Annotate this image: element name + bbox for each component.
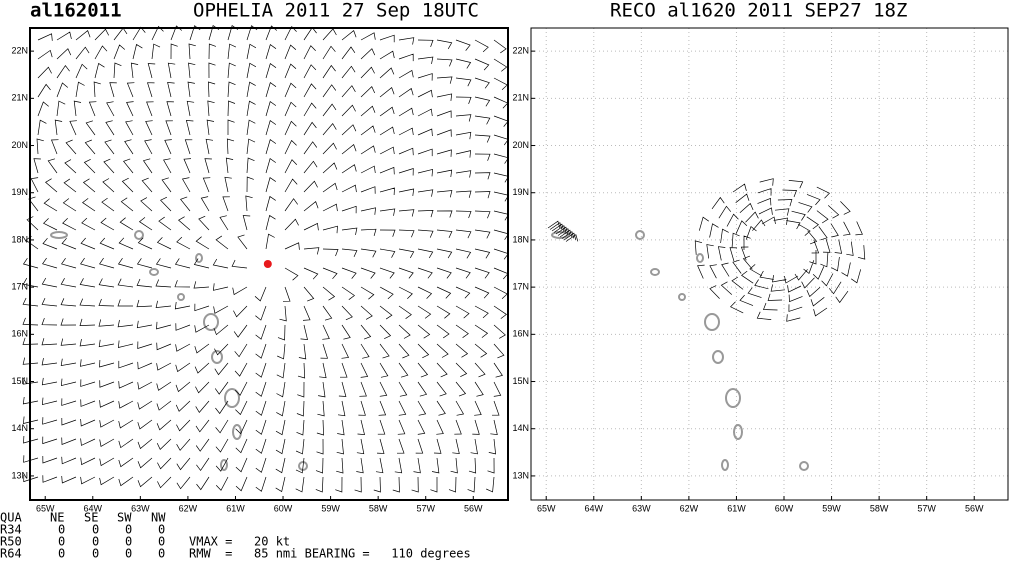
y-tick-label: 16N (512, 329, 529, 339)
x-tick-label: 57W (416, 503, 435, 513)
y-tick-label: 16N (11, 329, 28, 339)
x-tick-label: 61W (226, 503, 245, 513)
x-tick-label: 64W (84, 503, 103, 513)
table-cell: 0 (58, 523, 65, 537)
x-tick-label: 56W (965, 503, 984, 513)
y-tick-label: 13N (11, 470, 28, 480)
x-tick-label: 56W (464, 503, 483, 513)
y-tick-label: 21N (11, 93, 28, 103)
y-tick-label: 20N (11, 140, 28, 150)
table-cell: 0 (92, 547, 99, 561)
table-cell: 0 (158, 547, 165, 561)
x-tick-label: 58W (369, 503, 388, 513)
x-tick-label: 65W (537, 503, 556, 513)
y-tick-label: 17N (512, 282, 529, 292)
table-cell: 0 (125, 523, 132, 537)
x-tick-label: 63W (131, 503, 150, 513)
table-header: SE (84, 511, 98, 525)
y-tick-label: 15N (11, 376, 28, 386)
table-header: QUA (0, 511, 22, 525)
storm-center (263, 260, 272, 268)
table-cell: 0 (158, 523, 165, 537)
y-tick-label: 18N (11, 234, 28, 244)
wind-barbs (22, 25, 510, 493)
islands (551, 230, 810, 471)
wind-barbs (547, 178, 866, 322)
x-tick-label: 57W (917, 503, 936, 513)
table-header: SW (117, 511, 132, 525)
x-tick-label: 63W (632, 503, 651, 513)
table-cell: 0 (58, 547, 65, 561)
y-tick-label: 14N (11, 423, 28, 433)
y-tick-label: 22N (512, 46, 529, 56)
table-header: NW (151, 511, 166, 525)
map-frame (530, 27, 1009, 501)
x-tick-label: 59W (822, 503, 841, 513)
title: OPHELIA 2011 27 Sep 18UTC (193, 0, 479, 22)
x-tick-label: 58W (870, 503, 889, 513)
y-tick-label: 13N (512, 470, 529, 480)
y-tick-label: 21N (512, 93, 529, 103)
table-cell: 0 (92, 535, 99, 549)
table-note: VMAX = 20 kt (189, 535, 290, 549)
x-tick-label: 62W (179, 503, 198, 513)
table-cell: 0 (125, 547, 132, 561)
x-tick-label: 64W (585, 503, 604, 513)
x-tick-label: 65W (36, 503, 55, 513)
y-tick-label: 22N (11, 46, 28, 56)
y-tick-label: 15N (512, 376, 529, 386)
storm-id: al162011 (30, 0, 122, 22)
islands (50, 230, 309, 471)
y-tick-label: 19N (512, 187, 529, 197)
table-cell: 0 (158, 535, 165, 549)
y-tick-label: 18N (512, 234, 529, 244)
map-frame (29, 27, 509, 501)
table-cell: 0 (92, 523, 99, 537)
table-cell: 0 (58, 535, 65, 549)
x-tick-label: 60W (775, 503, 794, 513)
panel-title: RECO al1620 2011 SEP27 18Z (610, 0, 907, 22)
table-cell: R64 (0, 547, 22, 561)
table-cell: 0 (125, 535, 132, 549)
x-tick-label: 60W (274, 503, 293, 513)
y-tick-label: 19N (11, 187, 28, 197)
x-tick-label: 59W (321, 503, 340, 513)
x-tick-label: 61W (727, 503, 746, 513)
y-tick-label: 20N (512, 140, 529, 150)
table-header: NE (50, 511, 64, 525)
table-note: RMW = 85 nmi BEARING = 110 degrees (189, 547, 471, 561)
table-cell: R34 (0, 523, 22, 537)
y-tick-label: 17N (11, 282, 28, 292)
y-tick-label: 14N (512, 423, 529, 433)
table-cell: R50 (0, 535, 22, 549)
x-tick-label: 62W (680, 503, 699, 513)
